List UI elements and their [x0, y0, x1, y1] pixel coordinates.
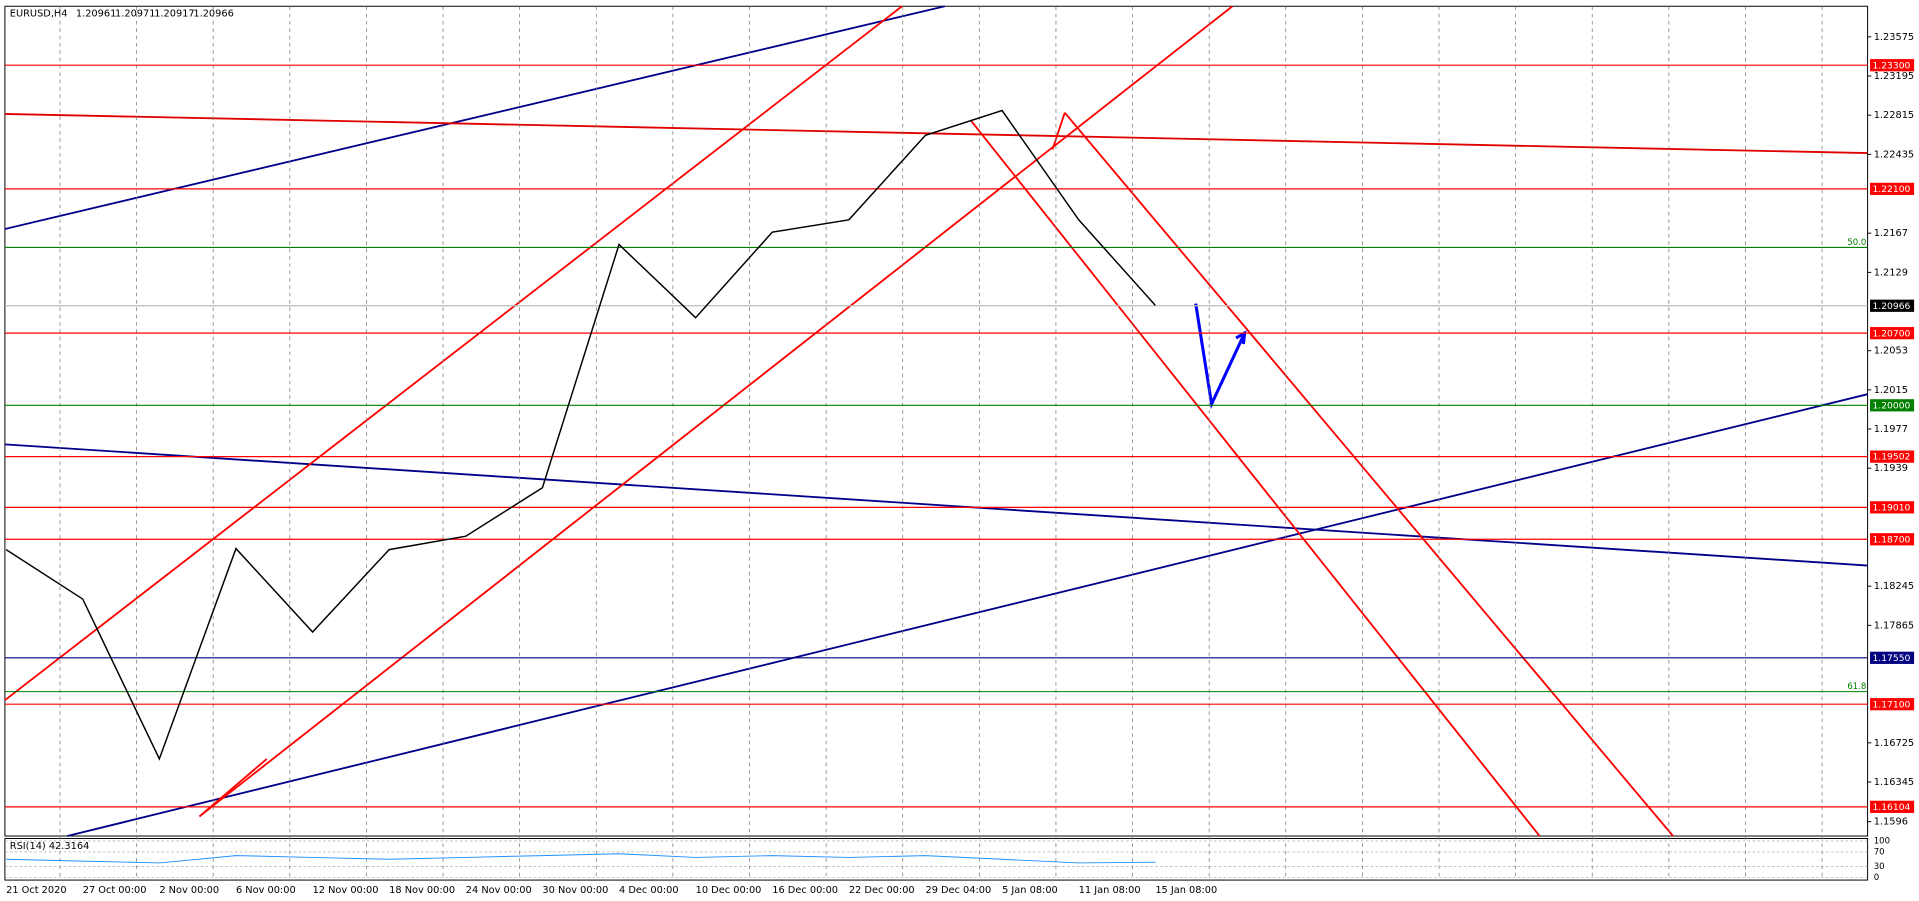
y-tick-label: 1.2015: [1874, 385, 1908, 396]
level-label: 1.20000: [1872, 400, 1910, 411]
trendline: [4, 5, 946, 230]
x-tick-label: 18 Nov 00:00: [389, 885, 455, 896]
rsi-tick-label: 100: [1874, 836, 1890, 846]
y-tick-label: 1.2129: [1874, 267, 1908, 278]
x-tick-label: 29 Dec 04:00: [925, 885, 991, 896]
quote-value: 1.20961: [76, 9, 116, 20]
y-tick-label: 1.16725: [1874, 738, 1914, 749]
level-label: 1.22100: [1872, 184, 1910, 195]
x-tick-label: 24 Nov 00:00: [466, 885, 532, 896]
level-tag: [1870, 182, 1915, 195]
x-tick-label: 6 Nov 00:00: [236, 885, 296, 896]
x-tick-label: 11 Jan 08:00: [1079, 885, 1141, 896]
x-tick-label: 16 Dec 00:00: [772, 885, 838, 896]
projection-arrow: [1194, 303, 1247, 410]
x-tick-label: 10 Dec 00:00: [696, 885, 762, 896]
y-tick-label: 1.17865: [1874, 620, 1914, 631]
quote-value: 1.20917: [154, 9, 194, 20]
x-tick-label: 15 Jan 08:00: [1155, 885, 1217, 896]
trendline: [67, 393, 1868, 837]
level-label: 1.23300: [1872, 60, 1910, 71]
level-label: 1.20966: [1872, 301, 1910, 312]
x-tick-label: 22 Dec 00:00: [849, 885, 915, 896]
quote-value: 1.20966: [193, 9, 233, 20]
level-tag: [1870, 450, 1915, 463]
level-label: 1.17100: [1872, 699, 1910, 710]
level-label: 1.18700: [1872, 534, 1910, 545]
y-tick-label: 1.1939: [1874, 463, 1908, 474]
y-tick-label: 1.1596: [1874, 817, 1908, 828]
rsi-line: [6, 853, 1156, 864]
y-tick-label: 1.1977: [1874, 424, 1908, 435]
level-tag: [1870, 59, 1915, 72]
x-tick-label: 30 Nov 00:00: [542, 885, 608, 896]
level-tag: [1870, 698, 1915, 711]
channel-line: [1064, 112, 1674, 837]
y-tick-label: 1.22435: [1874, 149, 1914, 160]
level-tag: [1870, 501, 1915, 514]
level-label: 1.19502: [1872, 452, 1910, 463]
rsi-tick-label: 70: [1874, 847, 1885, 857]
rsi-tick-label: 0: [1874, 873, 1879, 883]
symbol: EURUSD,H4: [10, 9, 68, 20]
level-tag: [1870, 800, 1915, 813]
level-label: 1.19010: [1872, 502, 1910, 513]
x-tick-label: 27 Oct 00:00: [83, 885, 147, 896]
level-label: 1.20700: [1872, 328, 1910, 339]
y-tick-label: 1.23575: [1874, 32, 1914, 43]
x-tick-label: 12 Nov 00:00: [313, 885, 379, 896]
quote-value: 1.20971: [115, 9, 155, 20]
rsi-title: RSI(14) 42.3164: [10, 841, 90, 852]
level-label: 1.16104: [1872, 802, 1910, 813]
x-tick-label: 5 Jan 08:00: [1002, 885, 1058, 896]
trendline: [4, 113, 1868, 155]
channel-line: [1051, 112, 1066, 150]
y-tick-label: 1.2167: [1874, 228, 1908, 239]
channel-line: [969, 119, 1541, 837]
rsi-tick-label: 30: [1874, 862, 1885, 872]
level-label: 1.17550: [1872, 653, 1910, 664]
level-tag: [1870, 533, 1915, 546]
y-tick-label: 1.23195: [1874, 71, 1914, 82]
x-tick-label: 21 Oct 2020: [6, 885, 66, 896]
price-pane: [4, 5, 1869, 837]
x-tick-label: 4 Dec 00:00: [619, 885, 679, 896]
rsi-pane: [4, 837, 1869, 881]
x-tick-label: 2 Nov 00:00: [159, 885, 219, 896]
level-tag: [1870, 399, 1915, 412]
trendline: [4, 443, 1868, 567]
y-tick-label: 1.16345: [1874, 777, 1914, 788]
trendlines: [4, 5, 1868, 837]
channel-line: [4, 5, 903, 701]
channel-line: [198, 5, 1233, 818]
y-tick-label: 1.2053: [1874, 346, 1908, 357]
level-tag: [1870, 327, 1915, 340]
price-line: [5, 109, 1156, 761]
y-tick-label: 1.22815: [1874, 110, 1914, 121]
fib-label: 61.8: [1847, 682, 1866, 692]
level-tag: [1870, 299, 1915, 312]
y-tick-label: 1.18245: [1874, 581, 1914, 592]
fib-label: 50.0: [1847, 238, 1866, 248]
level-tag: [1870, 651, 1915, 664]
